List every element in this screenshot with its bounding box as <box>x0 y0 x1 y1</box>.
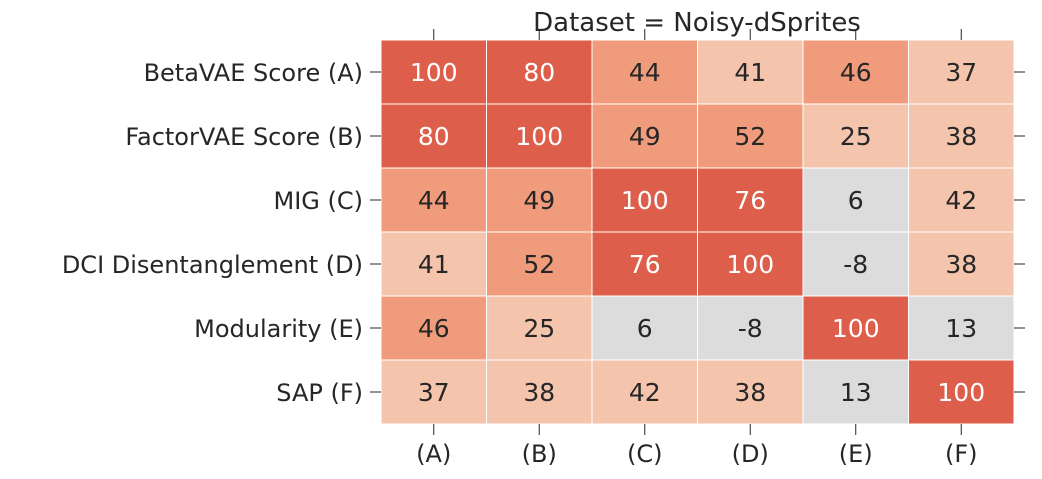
x-tick-label: (C) <box>627 440 662 468</box>
x-tick-label: (E) <box>839 440 873 468</box>
y-tick-label: DCI Disentanglement (D) <box>62 251 363 279</box>
heatmap-cell <box>591 295 698 361</box>
cell-value-label: 38 <box>734 378 766 407</box>
heatmap-cell <box>380 295 487 361</box>
heatmap-cell <box>380 167 487 233</box>
cell-value-label: 100 <box>515 122 563 151</box>
heatmap-cell <box>802 167 909 233</box>
heatmap-cell <box>380 359 487 425</box>
heatmap-cell <box>908 39 1015 105</box>
chart-title: Dataset = Noisy-dSprites <box>533 8 861 38</box>
cell-value-label: 52 <box>734 122 766 151</box>
cell-value-label: 25 <box>840 122 872 151</box>
cell-value-label: 100 <box>937 378 985 407</box>
cell-value-label: 44 <box>418 186 450 215</box>
y-tick-label: Modularity (E) <box>194 315 363 343</box>
cell-value-label: 37 <box>418 378 450 407</box>
heatmap-cell <box>697 103 804 169</box>
heatmap-cell <box>697 295 804 361</box>
cell-value-label: 41 <box>418 250 450 279</box>
cell-value-label: -8 <box>843 250 868 279</box>
y-tick-label: MIG (C) <box>274 187 364 215</box>
cell-value-label: 76 <box>629 250 661 279</box>
heatmap-cell <box>380 231 487 297</box>
heatmap-cell <box>591 231 698 297</box>
y-tick-label: BetaVAE Score (A) <box>144 59 363 87</box>
cell-value-label: 46 <box>840 58 872 87</box>
cell-value-label: 13 <box>945 314 977 343</box>
cell-value-label: 49 <box>523 186 555 215</box>
cell-value-label: 42 <box>629 378 661 407</box>
x-tick-label: (F) <box>945 440 978 468</box>
heatmap-cell <box>802 39 909 105</box>
heatmap-cell <box>486 103 593 169</box>
heatmap-cell <box>908 167 1015 233</box>
cell-value-label: 6 <box>637 314 653 343</box>
cell-value-label: 100 <box>832 314 880 343</box>
cell-value-label: 49 <box>629 122 661 151</box>
cell-value-label: 42 <box>945 186 977 215</box>
cell-value-label: 25 <box>523 314 555 343</box>
heatmap-cell <box>697 231 804 297</box>
cell-value-label: 100 <box>621 186 669 215</box>
cell-value-label: 100 <box>726 250 774 279</box>
heatmap-cell <box>697 39 804 105</box>
heatmap-cell <box>802 295 909 361</box>
cell-value-label: 44 <box>629 58 661 87</box>
y-tick-label: FactorVAE Score (B) <box>125 123 363 151</box>
cell-value-label: 6 <box>848 186 864 215</box>
heatmap-cell <box>486 167 593 233</box>
cell-value-label: 37 <box>945 58 977 87</box>
heatmap-cell <box>908 103 1015 169</box>
cell-value-label: 38 <box>945 122 977 151</box>
heatmap-cell <box>380 39 487 105</box>
cell-value-label: 76 <box>734 186 766 215</box>
cell-value-label: 38 <box>523 378 555 407</box>
y-tick-label: SAP (F) <box>276 379 363 407</box>
cell-value-label: -8 <box>738 314 763 343</box>
x-tick-label: (A) <box>416 440 451 468</box>
x-tick-label: (D) <box>732 440 769 468</box>
heatmap-cell <box>908 359 1015 425</box>
cell-value-label: 52 <box>523 250 555 279</box>
y-axis: BetaVAE Score (A) FactorVAE Score (B) MIG … <box>62 59 1025 407</box>
cell-value-label: 38 <box>945 250 977 279</box>
cell-value-label: 41 <box>734 58 766 87</box>
cell-value-label: 46 <box>418 314 450 343</box>
heatmap-cell <box>486 39 593 105</box>
cell-value-label: 80 <box>523 58 555 87</box>
heatmap-cell <box>486 231 593 297</box>
x-axis: (A) (B) (C) (D) (E) (F) <box>416 29 978 468</box>
cell-value-label: 80 <box>418 122 450 151</box>
heatmap-cells: 100 80 44 41 46 37 80 100 49 52 25 38 44 49 100 76 6 42 41… <box>380 39 1015 425</box>
heatmap-cell <box>802 359 909 425</box>
heatmap-cell <box>802 231 909 297</box>
x-tick-label: (B) <box>522 440 557 468</box>
cell-value-label: 13 <box>840 378 872 407</box>
cell-value-label: 100 <box>410 58 458 87</box>
heatmap-cell <box>697 167 804 233</box>
